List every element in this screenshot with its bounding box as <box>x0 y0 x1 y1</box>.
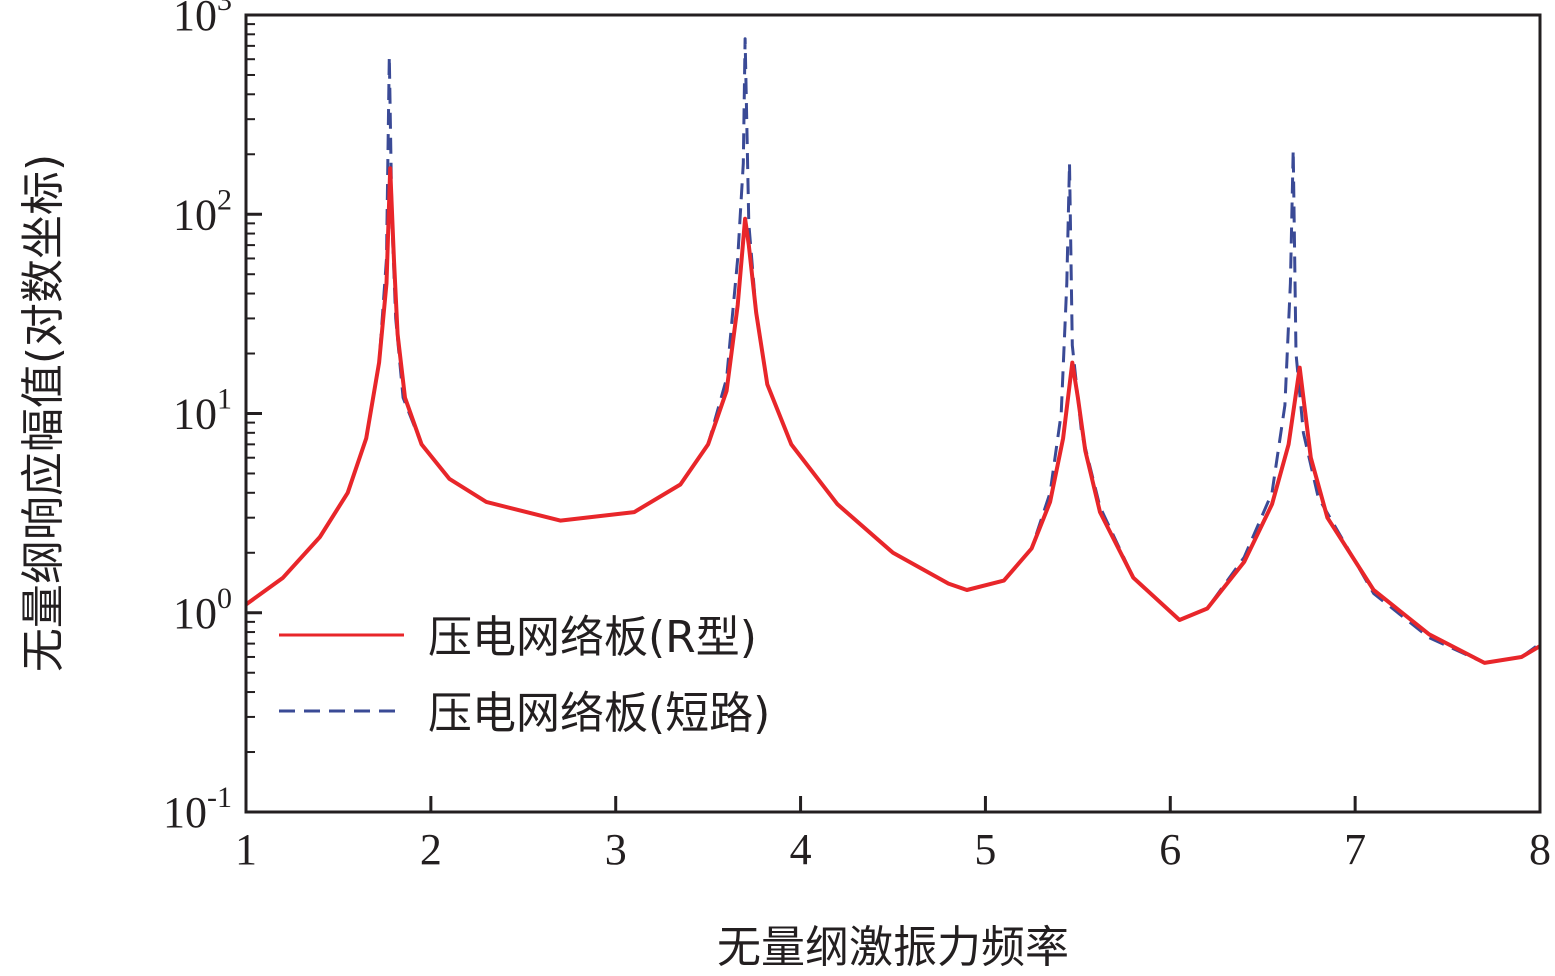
legend-label-short-circuit: 压电网络板(短路) <box>428 688 770 739</box>
y-tick-label: 101 <box>173 383 232 439</box>
y-tick-label: 102 <box>173 183 232 239</box>
legend: 压电网络板(R型) 压电网络板(短路) <box>279 612 770 739</box>
y-tick-label: 103 <box>173 0 232 40</box>
y-tick-label: 10-1 <box>163 781 232 837</box>
y-ticks: 10-1 100 101 102 103 <box>163 0 262 837</box>
series-line-r-type <box>246 166 1540 665</box>
x-axis-title: 无量纲激振力频率 <box>717 922 1069 973</box>
x-tick-label: 4 <box>790 825 812 874</box>
legend-label-r-type: 压电网络板(R型) <box>428 612 757 663</box>
x-tick-label: 8 <box>1529 825 1551 874</box>
x-tick-label: 3 <box>605 825 627 874</box>
x-tick-label: 1 <box>235 825 257 874</box>
x-tick-label: 6 <box>1159 825 1181 874</box>
x-tick-label: 2 <box>420 825 442 874</box>
x-tick-label: 5 <box>974 825 996 874</box>
x-ticks: 1 2 3 4 5 6 7 8 <box>235 796 1551 874</box>
y-tick-label: 100 <box>173 582 232 638</box>
series-layer <box>246 37 1540 665</box>
series-line-short-circuit <box>246 37 1540 665</box>
x-tick-label: 7 <box>1344 825 1366 874</box>
y-axis-title: 无量纲响应幅值(对数坐标) <box>18 154 69 672</box>
